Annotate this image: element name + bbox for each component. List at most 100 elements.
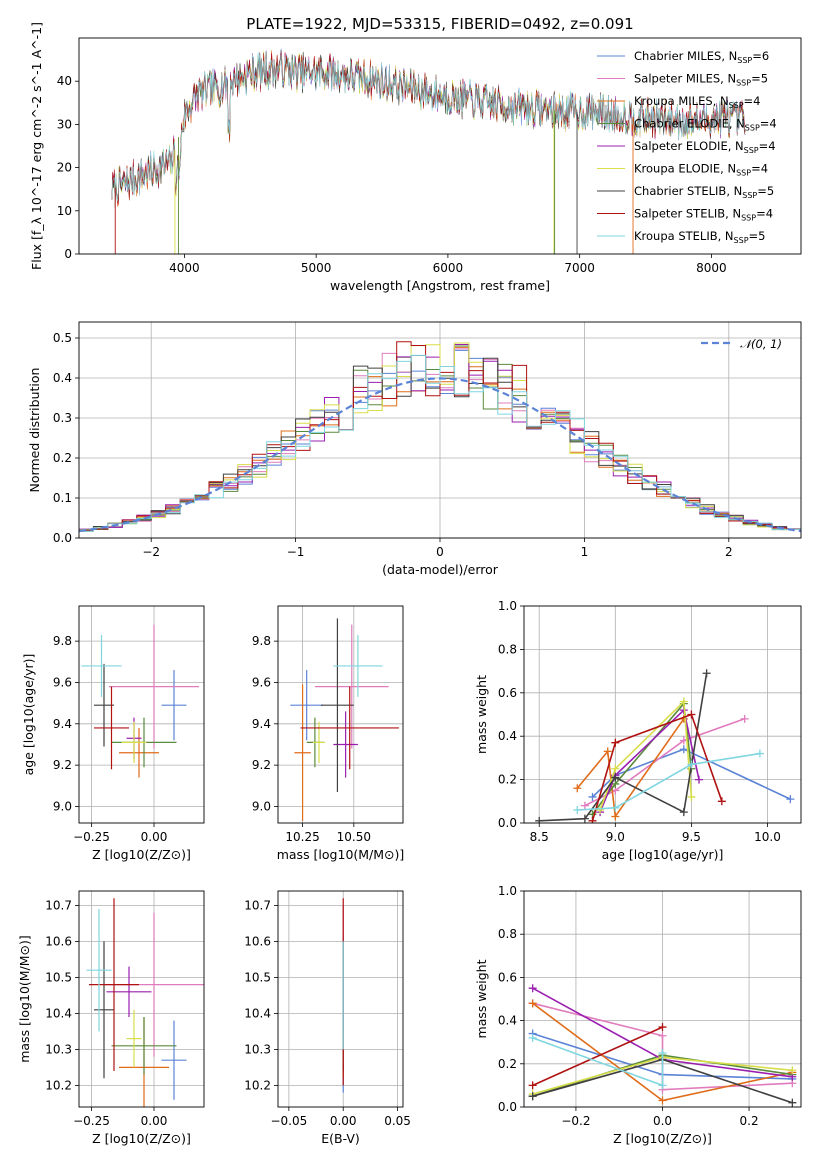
y-axis-label: age [log10(age/yr)] bbox=[21, 654, 36, 776]
y-tick-label: 9.4 bbox=[252, 717, 271, 731]
y-tick-label: 10.3 bbox=[45, 1042, 72, 1056]
y-tick-label: 10.5 bbox=[45, 970, 72, 984]
weight-marker bbox=[611, 812, 620, 821]
x-tick-label: 5000 bbox=[301, 261, 332, 275]
legend-nssp: =4 bbox=[760, 117, 777, 131]
weight-marker bbox=[740, 714, 749, 723]
y-tick-label: 1.0 bbox=[498, 599, 517, 613]
y-axis-label: mass weight bbox=[474, 675, 489, 754]
weight-marker bbox=[611, 764, 620, 773]
plot-area bbox=[111, 48, 746, 254]
weight-series-line bbox=[599, 699, 693, 811]
weight-marker bbox=[695, 775, 704, 784]
weight-marker bbox=[788, 1066, 797, 1075]
plot-area bbox=[81, 624, 199, 778]
axes-frame bbox=[78, 37, 802, 255]
weight-marker bbox=[658, 1031, 667, 1040]
x-tick-label: 0.2 bbox=[740, 1114, 759, 1128]
y-tick-label: 10 bbox=[57, 204, 72, 218]
legend-model-name: Kroupa ELODIE, N bbox=[634, 162, 736, 176]
legend-label: Chabrier MILES, NSSP=6 bbox=[634, 49, 769, 65]
weight-marker bbox=[788, 1098, 797, 1107]
y-tick-label: 0.2 bbox=[53, 451, 72, 465]
y-tick-label: 0.0 bbox=[498, 1100, 517, 1114]
y-axis-label: mass [log10(M/M⊙)] bbox=[17, 935, 32, 1063]
x-axis-label: (data-model)/error bbox=[382, 562, 499, 577]
data-point bbox=[94, 663, 114, 747]
y-tick-label: 9.0 bbox=[53, 799, 72, 813]
x-tick-label: 10.50 bbox=[337, 830, 371, 844]
x-tick-label: 0 bbox=[436, 545, 444, 559]
panel-spectrum: 4000 5000 6000 7000 8000 0 10 20 30 40 wavelength … bbox=[29, 22, 802, 293]
legend-nssp: =4 bbox=[751, 162, 768, 176]
weight-marker bbox=[679, 808, 688, 817]
y-tick-label: 30 bbox=[57, 117, 72, 131]
weight-marker bbox=[658, 1023, 667, 1032]
data-point bbox=[126, 1009, 142, 1068]
weight-series-line bbox=[591, 748, 791, 800]
y-tick-label: 0 bbox=[64, 247, 72, 261]
axes-frame bbox=[523, 605, 802, 824]
legend-model-name: Kroupa STELIB, N bbox=[634, 229, 734, 243]
data-point bbox=[161, 670, 187, 741]
histogram-series bbox=[79, 354, 801, 533]
y-tick-label: 9.8 bbox=[53, 634, 72, 648]
data-point bbox=[119, 727, 159, 778]
legend-model-name: Kroupa MILES, N bbox=[634, 94, 729, 108]
legend-label: Salpeter ELODIE, NSSP=4 bbox=[634, 139, 776, 155]
spectrum-legend: Chabrier MILES, NSSP=6 Salpeter MILES, NS… bbox=[597, 49, 777, 245]
weight-marker bbox=[687, 760, 696, 769]
legend-model-name: Salpeter STELIB, N bbox=[634, 207, 741, 221]
y-tick-label: 0.6 bbox=[498, 970, 517, 984]
x-tick-label: 2 bbox=[725, 545, 733, 559]
plot-area bbox=[79, 341, 801, 534]
legend-label: Kroupa MILES, NSSP=4 bbox=[634, 94, 760, 110]
legend-label: Chabrier ELODIE, NSSP=4 bbox=[634, 117, 777, 133]
weight-marker bbox=[528, 984, 537, 993]
y-tick-label: 0.4 bbox=[53, 371, 72, 385]
x-tick-label: 1 bbox=[581, 545, 589, 559]
y-tick-label: 0.2 bbox=[498, 773, 517, 787]
weight-marker bbox=[658, 1049, 667, 1057]
weight-marker bbox=[528, 999, 537, 1008]
plot-area bbox=[86, 898, 204, 1107]
weight-marker bbox=[596, 805, 605, 814]
y-tick-label: 0.8 bbox=[498, 642, 517, 656]
y-tick-label: 9.2 bbox=[252, 758, 271, 772]
data-point bbox=[312, 721, 326, 764]
y-tick-label: 10.4 bbox=[244, 1006, 271, 1020]
legend-model-name: Chabrier MILES, N bbox=[634, 49, 737, 63]
legend-subscript: SSP bbox=[741, 214, 756, 223]
y-tick-label: 10.3 bbox=[244, 1042, 271, 1056]
x-axis-label: Z [log10(Z/Z⊙)] bbox=[92, 1131, 191, 1146]
x-tick-label: −0.25 bbox=[73, 830, 110, 844]
plot-area bbox=[535, 669, 795, 823]
y-tick-label: 0.6 bbox=[498, 686, 517, 700]
weight-marker bbox=[573, 784, 582, 793]
weight-marker bbox=[603, 747, 612, 756]
weight-marker bbox=[717, 797, 726, 806]
panel-mass-vs-Z: −0.25 0.00 10.2 10.3 10.4 10.5 10.6 10.7 Z [log1… bbox=[17, 890, 205, 1146]
x-tick-label: −1 bbox=[287, 545, 305, 559]
weight-marker bbox=[679, 697, 688, 706]
y-tick-label: 0.8 bbox=[498, 927, 517, 941]
legend-subscript: SSP bbox=[745, 124, 760, 133]
weight-series-line bbox=[591, 713, 723, 822]
legend-label: Salpeter STELIB, NSSP=4 bbox=[634, 207, 773, 223]
axes-frame bbox=[78, 605, 205, 824]
data-point bbox=[321, 618, 354, 792]
y-tick-label: 9.8 bbox=[252, 634, 271, 648]
x-tick-label: 8000 bbox=[696, 261, 727, 275]
x-tick-label: 9.5 bbox=[682, 830, 701, 844]
data-point bbox=[161, 1020, 187, 1100]
legend-model-name: Chabrier STELIB, N bbox=[634, 184, 742, 198]
x-tick-label: 10.0 bbox=[754, 830, 781, 844]
legend-subscript: SSP bbox=[734, 236, 749, 245]
y-tick-label: 0.2 bbox=[498, 1057, 517, 1071]
legend-label: Salpeter MILES, NSSP=5 bbox=[634, 72, 768, 88]
x-axis-label: E(B-V) bbox=[321, 1131, 360, 1146]
data-point bbox=[89, 898, 139, 1071]
panels-layer: 4000 5000 6000 7000 8000010203040wavelength … bbox=[17, 22, 802, 1146]
figure-title: PLATE=1922, MJD=53315, FIBERID=0492, z=0… bbox=[246, 15, 633, 33]
weight-marker bbox=[528, 1081, 537, 1090]
